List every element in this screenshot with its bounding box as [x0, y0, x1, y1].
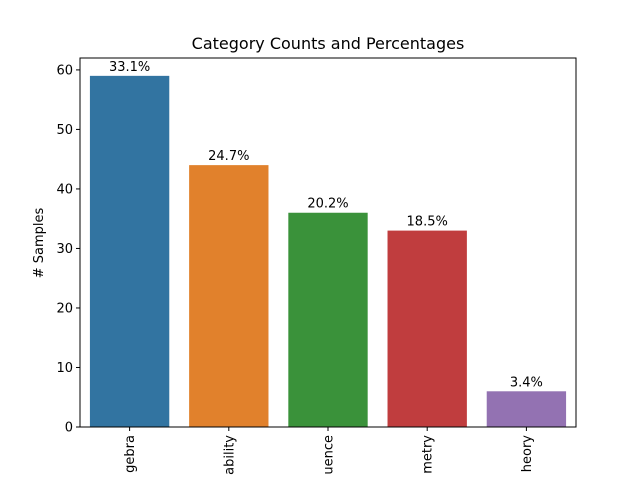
- data-label-1: 33.1%: [109, 60, 150, 75]
- x-ticks-group: gebra ability uence metry heory: [123, 427, 535, 475]
- data-label-5: 3.4%: [510, 375, 543, 390]
- y-tick-label-6: 50: [56, 123, 73, 138]
- data-label-3: 20.2%: [307, 197, 348, 212]
- x-tick-label-4: metry: [421, 435, 436, 474]
- bar-4: [387, 230, 467, 427]
- plot-frame: [79, 57, 577, 428]
- y-tick-label-4: 30: [56, 242, 73, 257]
- y-ticks-group: 0 10 20 30 40 50 60: [56, 63, 80, 436]
- bars-group: [89, 75, 567, 428]
- y-tick-label-7: 60: [56, 63, 73, 78]
- bar-2: [189, 165, 269, 427]
- x-tick-label-5: heory: [520, 435, 535, 473]
- x-tick-label-2: ability: [222, 435, 237, 475]
- x-tick-label-1: gebra: [123, 435, 138, 473]
- data-label-4: 18.5%: [407, 215, 448, 230]
- y-tick-label-5: 40: [56, 182, 73, 197]
- bar-3: [288, 212, 368, 427]
- x-tick-label-3: uence: [322, 435, 337, 475]
- data-labels-group: 33.1% 24.7% 20.2% 18.5% 3.4%: [109, 60, 543, 390]
- y-tick-label-3: 20: [56, 301, 73, 316]
- bar-5: [486, 391, 567, 427]
- y-tick-label-2: 10: [56, 361, 73, 376]
- chart-title: Category Counts and Percentages: [192, 34, 465, 53]
- y-axis-label: # Samples: [32, 208, 47, 279]
- y-tick-label-1: 0: [65, 421, 73, 436]
- data-label-2: 24.7%: [208, 149, 249, 164]
- bar-1: [89, 75, 170, 428]
